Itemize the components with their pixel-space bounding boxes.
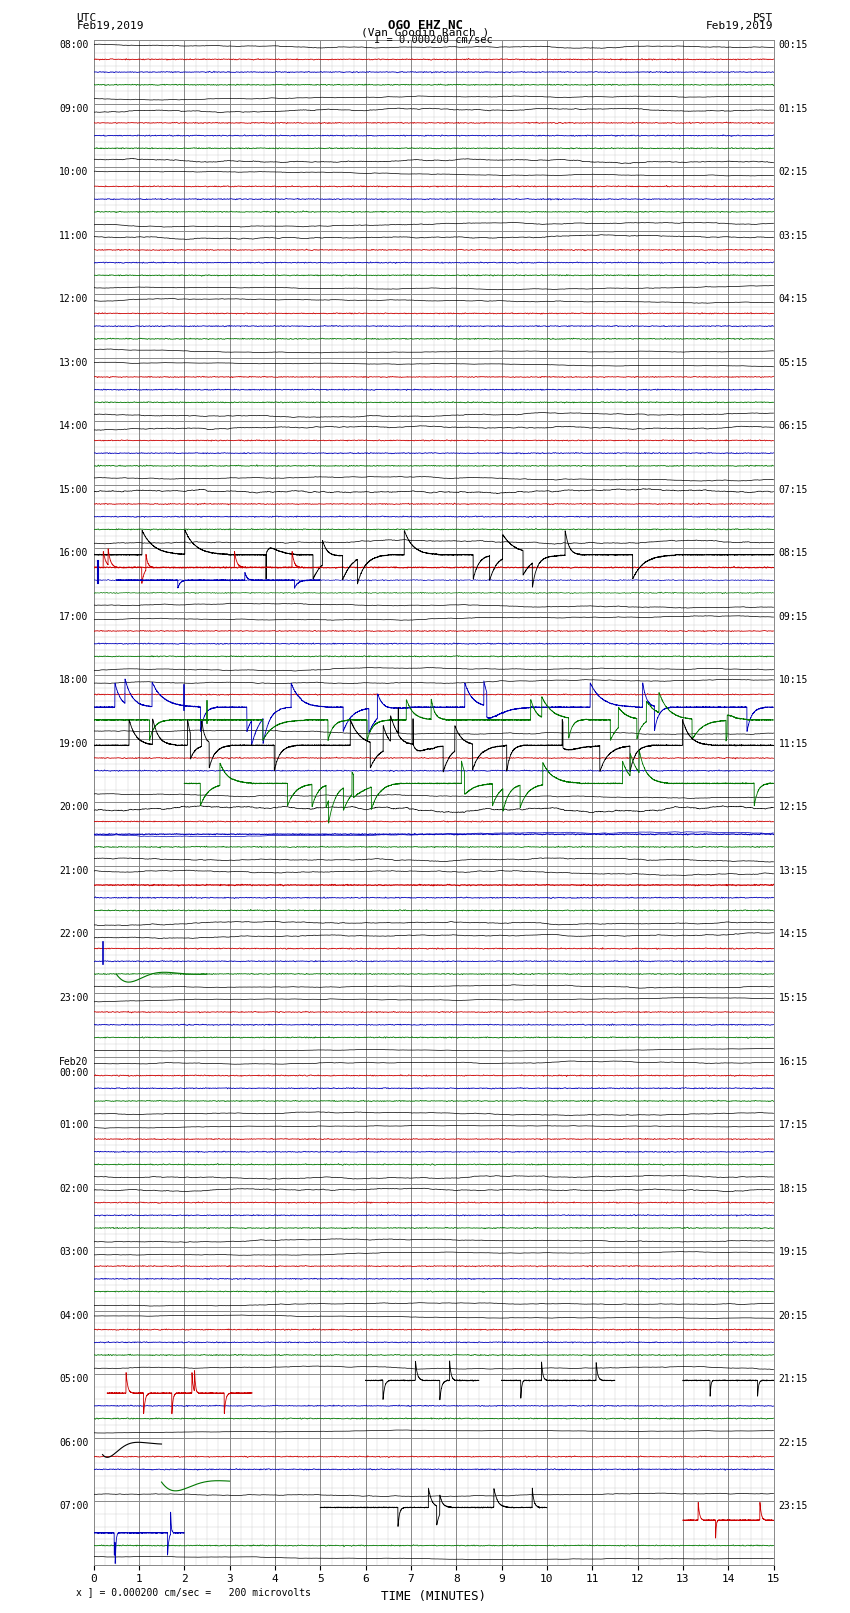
Text: I = 0.000200 cm/sec: I = 0.000200 cm/sec <box>374 35 493 45</box>
Text: (Van Goodin Ranch ): (Van Goodin Ranch ) <box>361 27 489 37</box>
Text: PST: PST <box>753 13 774 23</box>
Text: OGO EHZ NC: OGO EHZ NC <box>388 19 462 32</box>
Text: Feb19,2019: Feb19,2019 <box>76 21 144 31</box>
Text: Feb19,2019: Feb19,2019 <box>706 21 774 31</box>
Text: UTC: UTC <box>76 13 97 23</box>
Text: x ] = 0.000200 cm/sec =   200 microvolts: x ] = 0.000200 cm/sec = 200 microvolts <box>76 1587 311 1597</box>
X-axis label: TIME (MINUTES): TIME (MINUTES) <box>381 1590 486 1603</box>
